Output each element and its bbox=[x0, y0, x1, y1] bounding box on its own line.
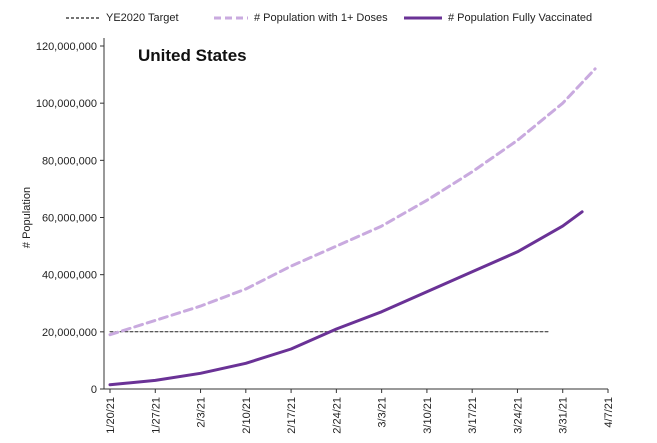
legend-label-target: YE2020 Target bbox=[106, 12, 179, 24]
x-tick-label-4: 2/17/21 bbox=[286, 397, 298, 434]
y-tick-label-2: 40,000,000 bbox=[42, 270, 97, 282]
legend-item-fully: # Population Fully Vaccinated bbox=[404, 12, 592, 24]
x-tick-label-10: 3/31/21 bbox=[558, 397, 570, 434]
x-tick-label-6: 3/3/21 bbox=[377, 397, 389, 428]
x-tick-label-7: 3/10/21 bbox=[422, 397, 434, 434]
y-tick-label-5: 100,000,000 bbox=[36, 98, 97, 110]
y-tick-label-0: 0 bbox=[91, 384, 97, 396]
y-tick-label-6: 120,000,000 bbox=[36, 41, 97, 53]
x-tick-label-9: 3/24/21 bbox=[512, 397, 524, 434]
x-tick-label-5: 2/24/21 bbox=[331, 397, 343, 434]
x-tick-label-1: 1/27/21 bbox=[150, 397, 162, 434]
legend-item-one-dose: # Population with 1+ Doses bbox=[214, 12, 388, 24]
legend-label-fully: # Population Fully Vaccinated bbox=[448, 12, 593, 24]
x-tick-label-11: 4/7/21 bbox=[603, 397, 615, 428]
legend-swatch-fully bbox=[404, 16, 442, 20]
y-tick-label-3: 60,000,000 bbox=[42, 213, 97, 225]
x-tick-label-8: 3/17/21 bbox=[467, 397, 479, 434]
series-line-2 bbox=[108, 210, 584, 387]
legend-swatch-target bbox=[66, 17, 100, 19]
y-tick-label-4: 80,000,000 bbox=[42, 155, 97, 167]
legend-label-one-dose: # Population with 1+ Doses bbox=[254, 12, 388, 24]
chart-title: United States bbox=[138, 46, 247, 65]
series-line-1 bbox=[108, 67, 597, 337]
y-tick-label-1: 20,000,000 bbox=[42, 327, 97, 339]
legend: YE2020 Target # Population with 1+ Doses… bbox=[0, 8, 657, 30]
x-tick-label-3: 2/10/21 bbox=[241, 397, 253, 434]
legend-item-target: YE2020 Target bbox=[66, 12, 179, 24]
y-axis-title: # Population bbox=[21, 187, 33, 248]
x-tick-label-0: 1/20/21 bbox=[105, 397, 117, 434]
x-tick-label-2: 2/3/21 bbox=[196, 397, 208, 428]
legend-swatch-one-dose bbox=[214, 16, 248, 20]
